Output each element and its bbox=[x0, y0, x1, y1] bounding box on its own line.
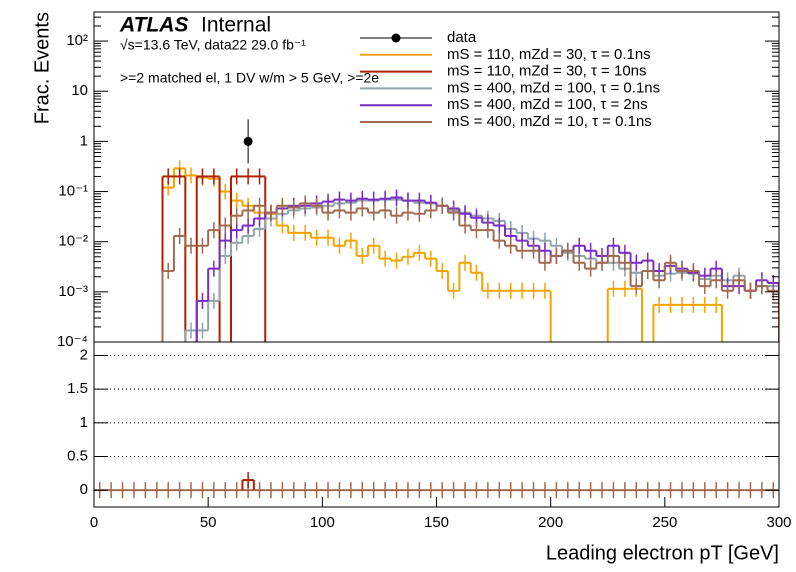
legend-label: mS = 400, mZd = 10, τ = 0.1ns bbox=[447, 113, 652, 130]
y-tick-label: 10⁻³ bbox=[58, 283, 88, 300]
y-tick-label: 0 bbox=[80, 481, 88, 498]
x-tick-label: 50 bbox=[200, 514, 217, 531]
y-tick-label: 1 bbox=[80, 132, 88, 149]
x-tick-label: 100 bbox=[310, 514, 335, 531]
lower-frame bbox=[93, 341, 780, 508]
internal-label: Internal bbox=[201, 14, 271, 37]
legend-label: mS = 400, mZd = 100, τ = 2ns bbox=[447, 96, 648, 113]
data-point bbox=[243, 136, 253, 146]
energy-label: √s=13.6 TeV, data22 29.0 fb⁻¹ bbox=[120, 37, 306, 53]
legend-marker bbox=[391, 33, 401, 43]
upper-plot bbox=[161, 119, 779, 342]
x-tick-label: 0 bbox=[90, 514, 98, 531]
x-tick-label: 200 bbox=[538, 514, 563, 531]
legend-label: mS = 110, mZd = 30, τ = 10ns bbox=[447, 63, 647, 80]
x-tick-label: 300 bbox=[766, 514, 791, 531]
y-tick-label: 10⁻¹ bbox=[58, 183, 88, 200]
y-tick-label: 10⁻⁴ bbox=[57, 333, 88, 350]
y-axis-label: Frac. Events bbox=[31, 12, 53, 124]
atlas-label: ATLAS bbox=[119, 14, 188, 37]
x-axis-label: Leading electron pT [GeV] bbox=[546, 542, 779, 564]
lower-plot bbox=[94, 354, 779, 499]
legend-label: data bbox=[447, 29, 477, 46]
selection-label: >=2 matched el, 1 DV w/m > 5 GeV, >=2e bbox=[120, 70, 379, 86]
legend-label: mS = 110, mZd = 30, τ = 0.1ns bbox=[447, 46, 651, 63]
x-tick-label: 250 bbox=[652, 514, 677, 531]
x-tick-label: 150 bbox=[424, 514, 449, 531]
y-tick-label: 1 bbox=[80, 414, 88, 431]
y-tick-label: 1.5 bbox=[67, 380, 88, 397]
y-tick-label: 10 bbox=[71, 82, 88, 99]
y-tick-label: 10⁻² bbox=[58, 233, 88, 250]
y-tick-label: 2 bbox=[80, 346, 88, 363]
y-tick-label: 10² bbox=[66, 32, 88, 49]
legend-label: mS = 400, mZd = 100, τ = 0.1ns bbox=[447, 79, 660, 96]
y-tick-label: 0.5 bbox=[67, 447, 88, 464]
